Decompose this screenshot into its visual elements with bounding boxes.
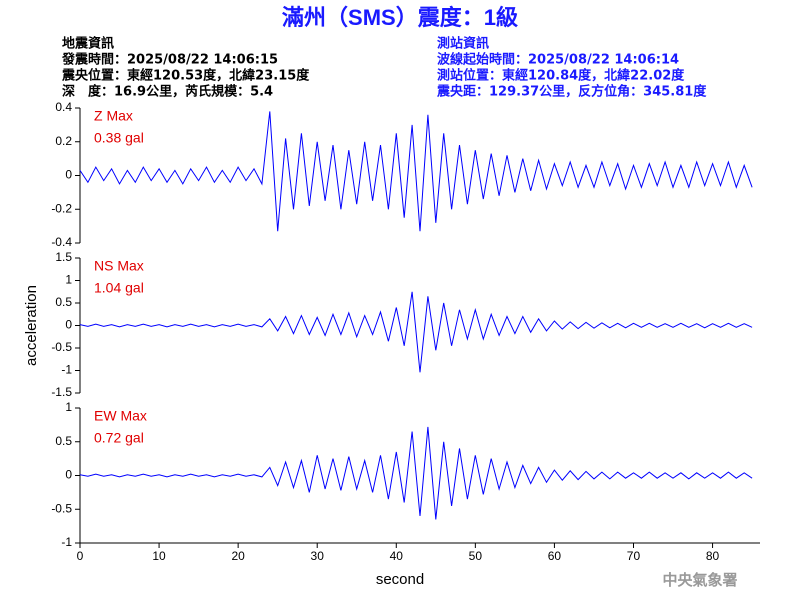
info-line: 測站資訊 bbox=[437, 36, 489, 52]
x-tick-label: 70 bbox=[627, 549, 641, 563]
y-tick-label: 0 bbox=[65, 468, 72, 482]
x-tick-label: 40 bbox=[390, 549, 404, 563]
y-tick-label: -1 bbox=[61, 535, 72, 549]
annotation: 0.72 gal bbox=[94, 430, 144, 446]
x-tick-label: 20 bbox=[231, 549, 245, 563]
y-tick-label: 0.5 bbox=[55, 434, 72, 448]
y-tick-label: -1.5 bbox=[51, 385, 72, 399]
y-axis-label: acceleration bbox=[23, 285, 40, 366]
y-tick-label: -1 bbox=[61, 363, 72, 377]
annotation: NS Max bbox=[94, 258, 144, 274]
y-tick-label: 0.2 bbox=[55, 134, 72, 148]
annotation: 0.38 gal bbox=[94, 130, 144, 146]
y-tick-label: -0.5 bbox=[51, 501, 72, 515]
x-tick-label: 10 bbox=[152, 549, 166, 563]
y-tick-label: -0.5 bbox=[51, 340, 72, 354]
y-tick-label: 0 bbox=[65, 318, 72, 332]
y-tick-label: 1 bbox=[65, 400, 72, 414]
waveform bbox=[79, 291, 753, 373]
info-line: 發震時間：2025/08/22 14:06:15 bbox=[61, 52, 278, 68]
y-tick-label: 0 bbox=[65, 168, 72, 182]
x-axis-label: second bbox=[376, 571, 424, 588]
x-tick-label: 0 bbox=[77, 549, 84, 563]
y-tick-label: -0.2 bbox=[51, 201, 72, 215]
x-tick-label: 80 bbox=[706, 549, 720, 563]
info-line: 測站位置：東經120.84度，北緯22.02度 bbox=[437, 68, 685, 84]
station-info: 測站資訊 波線起始時間：2025/08/22 14:06:14 測站位置：東經1… bbox=[436, 36, 707, 100]
annotation: Z Max bbox=[94, 108, 133, 124]
y-tick-label: -0.4 bbox=[51, 235, 72, 249]
y-tick-label: 0.4 bbox=[55, 100, 72, 114]
earthquake-info: 地震資訊 發震時間：2025/08/22 14:06:15 震央位置：東經120… bbox=[61, 36, 310, 100]
y-tick-label: 0.5 bbox=[55, 295, 72, 309]
y-tick-label: 1.5 bbox=[55, 250, 72, 264]
x-tick-label: 60 bbox=[548, 549, 562, 563]
waveform bbox=[79, 426, 753, 520]
y-tick-label: 1 bbox=[65, 273, 72, 287]
info-line: 深 度：16.9公里，芮氏規模：5.4 bbox=[62, 84, 273, 100]
info-line: 震央距：129.37公里，反方位角：345.81度 bbox=[436, 84, 707, 100]
waveform bbox=[79, 111, 753, 232]
info-line: 波線起始時間：2025/08/22 14:06:14 bbox=[437, 52, 679, 68]
info-line: 震央位置：東經120.53度，北緯23.15度 bbox=[61, 68, 310, 84]
title: 滿州（SMS）震度：1級 bbox=[282, 5, 518, 30]
x-tick-label: 30 bbox=[311, 549, 325, 563]
x-tick-label: 50 bbox=[469, 549, 483, 563]
annotation: EW Max bbox=[94, 408, 147, 424]
agency-watermark: 中央氣象署 bbox=[662, 571, 737, 589]
info-line: 地震資訊 bbox=[62, 36, 114, 52]
annotation: 1.04 gal bbox=[94, 280, 144, 296]
